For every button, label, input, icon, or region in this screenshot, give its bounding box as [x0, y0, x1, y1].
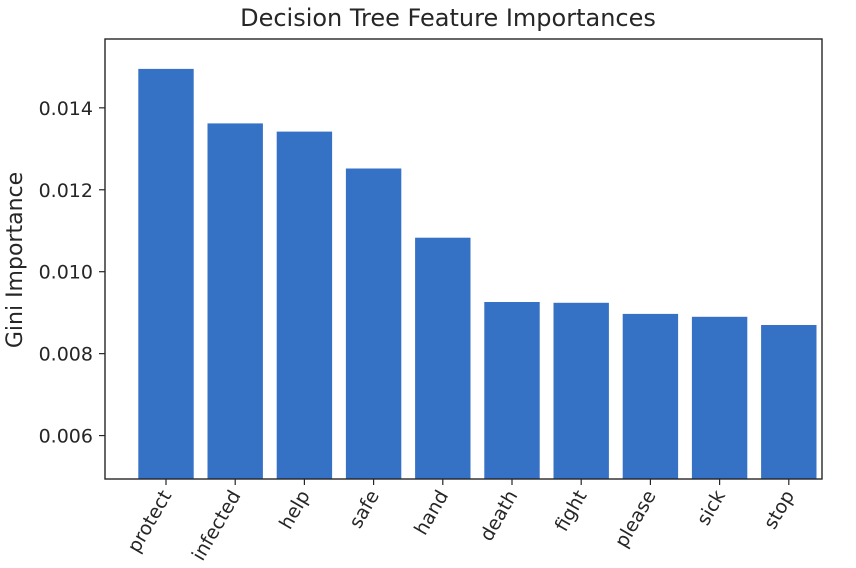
bar-stop [761, 325, 817, 479]
y-tick-label: 0.014 [39, 98, 93, 120]
bar-please [622, 313, 679, 479]
bars-group [138, 68, 817, 480]
bar-fight [553, 302, 609, 479]
bar-infected [207, 123, 263, 480]
x-tick-label-please: please [611, 487, 661, 552]
x-tick-label-protect: protect [123, 487, 176, 557]
bar-death [484, 302, 540, 479]
x-tick-label-death: death [476, 487, 522, 546]
plot-frame [104, 38, 823, 480]
chart-title: Decision Tree Feature Importances [240, 4, 656, 32]
bar-safe [345, 168, 402, 479]
x-tick-label-sick: sick [693, 487, 730, 530]
bar-sick [691, 316, 748, 479]
y-tick-label: 0.008 [39, 344, 93, 366]
x-tick-label-hand: hand [410, 487, 453, 539]
y-tick-label: 0.010 [39, 262, 93, 284]
x-axis-ticks: protect infected help safe hand death fight ple… [123, 479, 799, 564]
y-tick-label: 0.006 [39, 426, 93, 448]
y-axis-label: Gini Importance [3, 172, 28, 348]
x-tick-label-infected: infected [188, 487, 246, 565]
x-tick-label-fight: fight [551, 487, 592, 536]
x-tick-label-safe: safe [345, 487, 384, 533]
bar-help [276, 131, 333, 479]
y-axis-ticks: 0.006 0.008 0.010 0.012 0.014 [39, 98, 105, 448]
bar-protect [138, 68, 194, 480]
x-tick-label-help: help [275, 487, 315, 534]
x-tick-label-stop: stop [760, 487, 800, 534]
bar-hand [415, 237, 471, 479]
y-tick-label: 0.012 [39, 180, 93, 202]
